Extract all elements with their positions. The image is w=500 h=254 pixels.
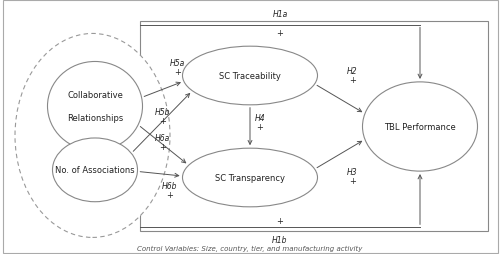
Ellipse shape [182, 149, 318, 207]
Text: H6a: H6a [155, 134, 170, 143]
Text: +: + [276, 28, 283, 38]
Text: H5a: H5a [170, 59, 185, 68]
Text: No. of Associations: No. of Associations [55, 166, 135, 175]
Text: TBL Performance: TBL Performance [384, 122, 456, 132]
Text: SC Transparency: SC Transparency [215, 173, 285, 182]
Text: Control Variables: Size, country, tier, and manufacturing activity: Control Variables: Size, country, tier, … [138, 245, 362, 251]
Text: H4: H4 [254, 114, 266, 123]
Text: Relationships: Relationships [67, 113, 123, 122]
Text: H2: H2 [347, 67, 358, 76]
Text: +: + [349, 75, 356, 85]
Text: H1b: H1b [272, 235, 288, 244]
Text: +: + [159, 116, 166, 125]
Text: SC Traceability: SC Traceability [219, 72, 281, 81]
Ellipse shape [15, 34, 170, 237]
Ellipse shape [52, 138, 138, 202]
Text: H5b: H5b [155, 107, 170, 116]
Text: Collaborative: Collaborative [67, 91, 123, 100]
Text: H1a: H1a [272, 9, 287, 19]
Text: +: + [174, 68, 181, 77]
Text: +: + [166, 190, 173, 199]
Ellipse shape [182, 47, 318, 105]
Text: H6b: H6b [162, 181, 178, 190]
Text: +: + [276, 216, 283, 226]
Text: +: + [159, 143, 166, 152]
Ellipse shape [48, 62, 142, 151]
Ellipse shape [362, 83, 478, 171]
Text: +: + [256, 122, 264, 132]
Text: +: + [349, 176, 356, 185]
Text: H3: H3 [347, 167, 358, 176]
